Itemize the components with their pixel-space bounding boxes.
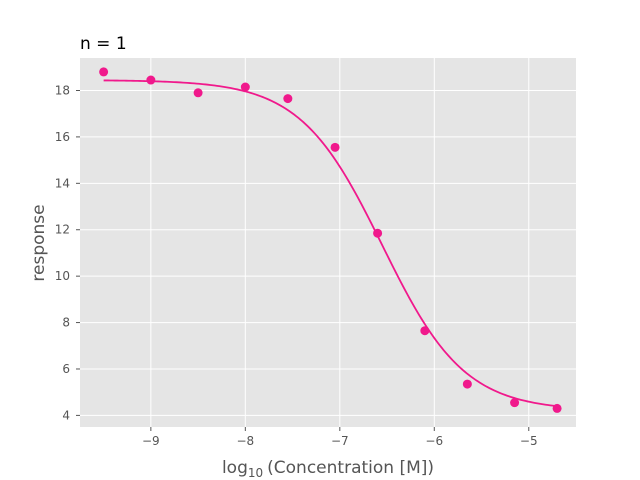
plot-area: [80, 58, 576, 427]
data-point: [462, 379, 472, 389]
data-point: [330, 142, 340, 152]
data-point: [240, 82, 250, 92]
data-point: [146, 75, 156, 85]
x-axis-label-text: (Concentration [M]): [267, 458, 434, 478]
fit-curve-layer: [103, 79, 558, 408]
data-point: [373, 228, 383, 238]
data-point: [283, 94, 293, 104]
y-tick-label: 4: [62, 408, 70, 422]
x-axis-label: log10 (Concentration [M]): [222, 458, 434, 480]
fit-curve: [103, 79, 558, 408]
x-tick-label: −8: [236, 434, 254, 448]
y-tick-label: 10: [55, 269, 70, 283]
data-points: [99, 67, 562, 413]
data-point: [193, 88, 203, 98]
y-tick-label: 18: [55, 83, 70, 97]
y-tick-label: 6: [62, 362, 70, 376]
x-tick-label: −7: [331, 434, 349, 448]
data-point: [510, 398, 520, 408]
x-tick-label: −6: [425, 434, 443, 448]
x-axis-ticks: −9 −8 −7 −6 −5: [142, 427, 538, 448]
x-tick-label: −5: [520, 434, 538, 448]
y-tick-label: 16: [55, 130, 70, 144]
y-tick-label: 12: [55, 223, 70, 237]
y-axis-ticks: 4 6 8 10 12 14 16 18: [55, 83, 80, 422]
chart-title: n = 1: [80, 34, 127, 54]
data-point: [99, 67, 109, 77]
data-point: [552, 403, 562, 413]
grid-lines: [80, 58, 576, 427]
y-tick-label: 8: [62, 316, 70, 330]
y-tick-label: 14: [55, 176, 70, 190]
x-axis-label-subscript: 10: [248, 466, 263, 480]
data-point: [420, 326, 430, 336]
y-axis-label: response: [29, 204, 49, 281]
x-tick-label: −9: [142, 434, 160, 448]
